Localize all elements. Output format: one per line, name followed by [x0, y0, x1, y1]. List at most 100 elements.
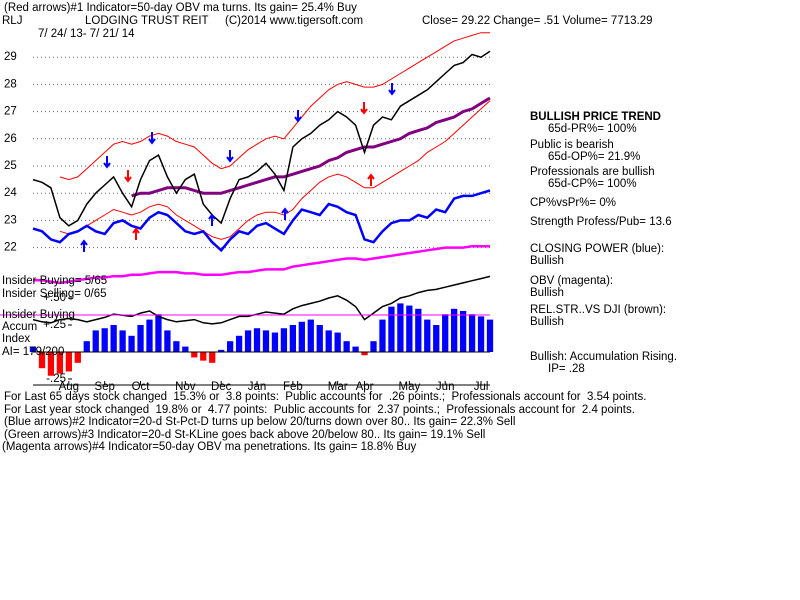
accum-bar: [271, 332, 279, 352]
note: OBV (magenta):: [530, 275, 613, 287]
company: LODGING TRUST REIT: [85, 15, 209, 27]
accum-bar: [253, 328, 261, 352]
accum-bar: [442, 314, 449, 352]
y-tick-label: -.25: [46, 373, 66, 385]
accum-bar: [307, 319, 314, 352]
accum-bar: [155, 314, 162, 352]
footer-line: (Green arrows)#3 Indicator=20-d St-KLine…: [4, 429, 485, 441]
note: Insider Buying= 5/65: [2, 275, 107, 287]
note: Strength Profess/Pub= 13.6: [530, 216, 672, 228]
accum-bar: [191, 352, 198, 358]
accum-bar: [200, 352, 207, 361]
series-line: [32, 50, 491, 227]
accum-bar: [128, 335, 135, 352]
accum-bar: [137, 325, 144, 352]
accum-bar: [343, 341, 350, 352]
accum-bar: [83, 341, 90, 352]
note: BULLISH PRICE TREND: [530, 111, 661, 123]
accum-bar: [146, 319, 153, 352]
x-tick-label: Mar: [328, 381, 348, 393]
x-tick-label: Aug: [59, 381, 79, 393]
accum-bar: [47, 352, 55, 376]
accum-bar: [29, 346, 37, 352]
signal-arrow: [103, 156, 111, 169]
date-range: 7/ 24/ 13- 7/ 21/ 14: [38, 28, 135, 40]
accum-bar: [56, 352, 64, 374]
accum-bar: [119, 330, 126, 352]
accum-bar: [110, 325, 117, 352]
y-tick-label: +.50: [43, 292, 66, 304]
note: 65d-PR%= 100%: [548, 123, 637, 135]
note: Bullish: [530, 255, 564, 267]
footer-line: (Magenta arrows)#4 Indicator=50-day OBV …: [2, 441, 416, 453]
copyright: (C)2014 www.tigersoft.com: [225, 15, 363, 27]
note: AI= 179/200: [2, 346, 64, 358]
note: Insider Buying: [2, 309, 75, 321]
accum-bar: [406, 305, 413, 352]
accum-bar: [65, 352, 72, 372]
panels: Aug Sep Oct Nov Dec Jan Feb Mar Apr May Jun Jul 22 23…: [4, 32, 494, 393]
accum-bar: [361, 352, 368, 356]
accum-bar: [451, 308, 458, 352]
x-tick-label: Nov: [175, 381, 196, 393]
x-tick-label: Oct: [132, 381, 151, 393]
accum-bar: [370, 341, 377, 352]
accum-bar: [334, 332, 341, 352]
accum-bar: [379, 319, 386, 352]
left-notes: Insider Buying= 5/65 Insider Selling= 0/…: [2, 275, 107, 358]
footer: For Last 65 days stock changed 15.3% or …: [2, 391, 646, 453]
x-tick-label: Sep: [94, 381, 114, 393]
signal-arrow: [226, 150, 234, 163]
accum-bar: [316, 325, 323, 352]
series-line: [32, 275, 491, 325]
y-tick-label: 24: [4, 187, 17, 199]
signal-arrow: [367, 173, 375, 186]
signal-arrow: [294, 110, 302, 123]
accum-bar: [262, 330, 270, 352]
accum-bar: [101, 328, 108, 352]
note: Professionals are bullish: [530, 166, 655, 178]
accum-bar: [280, 328, 288, 352]
signal-arrow: [80, 239, 88, 252]
accum-bar: [209, 352, 216, 363]
series-line: [59, 100, 491, 240]
series-line: [33, 244, 490, 285]
y-tick-label: 22: [4, 242, 17, 254]
y-tick-label: 25: [4, 160, 17, 172]
quote: Close= 29.22 Change= .51 Volume= 7713.29: [422, 15, 653, 27]
note: Index: [2, 333, 30, 345]
x-tick-label: Jan: [248, 381, 267, 393]
accum-bar: [235, 335, 243, 352]
note: Bullish: [530, 316, 564, 328]
indicator-line: (Red arrows)#1 Indicator=50-day OBV ma t…: [4, 2, 357, 14]
x-tick-label: Dec: [211, 381, 232, 393]
y-tick-label: 23: [4, 214, 17, 226]
accum-bar: [397, 303, 404, 352]
note: Public is bearish: [530, 139, 614, 151]
series-line: [32, 189, 491, 253]
header: (Red arrows)#1 Indicator=50-day OBV ma t…: [2, 2, 653, 40]
accum-bar: [433, 325, 440, 352]
signal-arrow: [281, 207, 289, 220]
y-tick-label: 26: [4, 133, 17, 145]
signal-arrow: [360, 102, 368, 115]
note: 65d-OP%= 21.9%: [548, 151, 640, 163]
x-tick-label: Apr: [356, 381, 374, 393]
accum-bar: [477, 316, 485, 352]
accum-bar: [388, 306, 395, 352]
note: REL.STR..VS DJI (brown):: [530, 304, 666, 316]
accum-bar: [74, 352, 81, 363]
note: Insider Selling= 0/65: [2, 288, 107, 300]
accum-bar: [218, 349, 225, 352]
note: Accum: [2, 321, 37, 333]
accum-bar: [164, 330, 171, 352]
note: 65d-CP%= 100%: [548, 178, 637, 190]
signal-arrow: [388, 83, 396, 96]
accum-bar: [38, 352, 46, 369]
accum-bar: [244, 330, 252, 352]
accum-bar: [289, 325, 296, 352]
accum-bar: [352, 346, 359, 352]
x-tick-label: May: [398, 381, 420, 393]
y-tick-label: 28: [4, 78, 17, 90]
